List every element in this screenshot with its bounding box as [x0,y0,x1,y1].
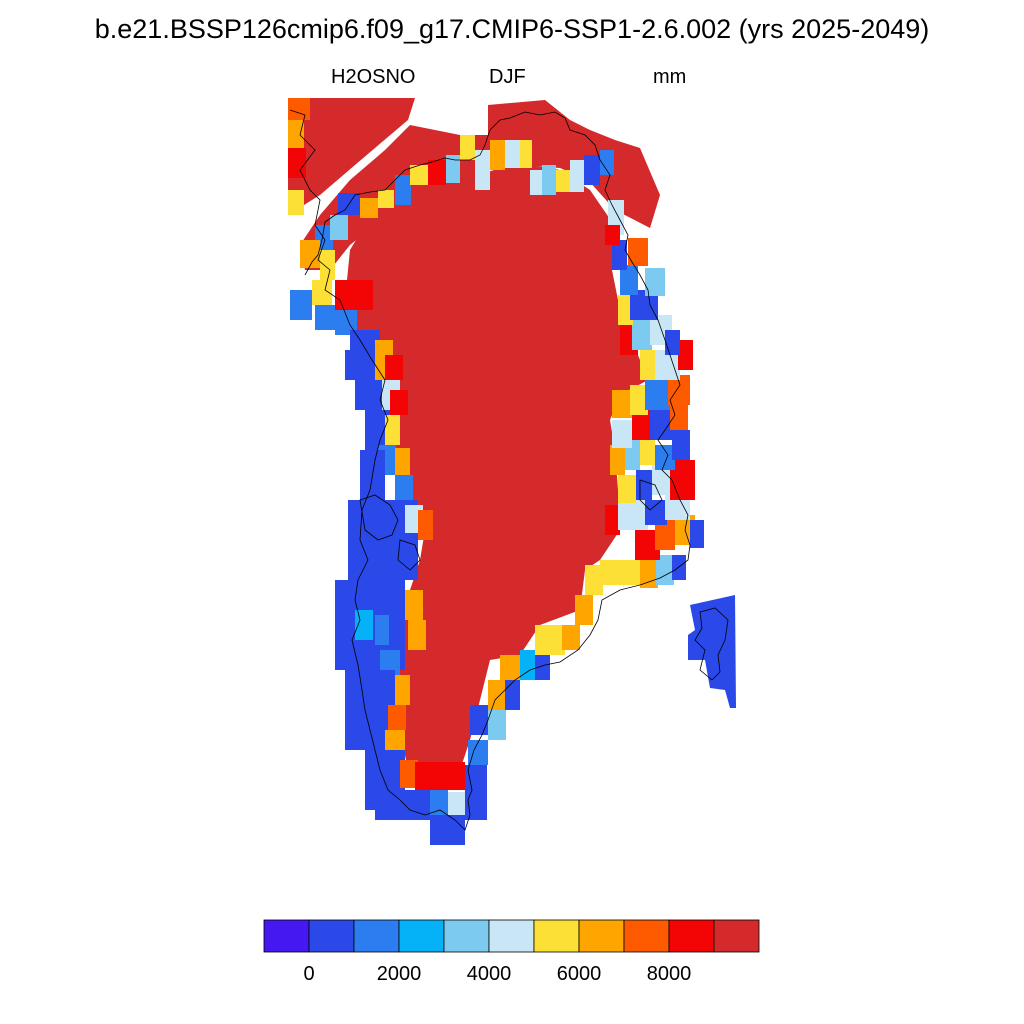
colorbar-box [263,919,310,953]
colorbar-box [308,919,355,953]
colorbar-box [668,919,715,953]
colorbar-box [578,919,625,953]
variable-label: H2OSNO [331,66,416,88]
colorbar-tick-label: 6000 [557,963,602,985]
colorbar-tick-label: 0 [303,963,314,985]
colorbar-box [353,919,400,953]
colorbar-box [713,919,760,953]
colorbar-box [623,919,670,953]
colorbar-tick-label: 2000 [377,963,422,985]
season-label: DJF [489,66,526,88]
colorbar-tick-label: 4000 [467,963,512,985]
colorbar-box [488,919,535,953]
colorbar-tick-label: 8000 [647,963,692,985]
map-title: b.e21.BSSP126cmip6.f09_g17.CMIP6-SSP1-2.… [94,14,930,44]
colorbar-boxes [263,919,760,953]
greenland-field [288,98,736,845]
colorbar-tick-labels: 0 2000 4000 6000 8000 [303,963,691,985]
coastline [289,109,729,831]
units-label: mm [653,66,687,88]
colorbar-box [533,919,580,953]
colorbar-box [443,919,490,953]
colorbar-box [398,919,445,953]
